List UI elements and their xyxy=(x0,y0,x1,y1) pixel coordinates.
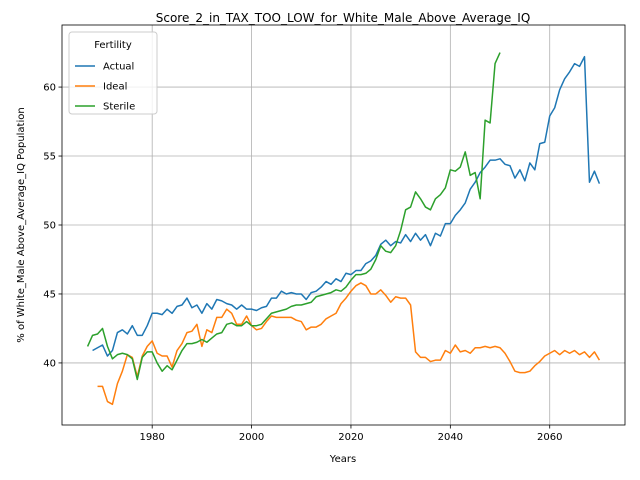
y-tick-label: 40 xyxy=(43,358,56,369)
x-tick-label: 2040 xyxy=(438,432,463,443)
x-axis-label: Years xyxy=(329,454,356,465)
x-tick-label: 2060 xyxy=(537,432,562,443)
chart-title: Score_2_in_TAX_TOO_LOW_for_White_Male_Ab… xyxy=(156,11,531,25)
data-line xyxy=(97,282,601,406)
y-tick-label: 50 xyxy=(43,221,56,232)
legend: Fertility Actual Ideal Sterile xyxy=(68,31,158,115)
y-tick-label: 45 xyxy=(43,289,56,300)
plot-frame xyxy=(61,24,626,426)
legend-title: Fertility xyxy=(94,40,132,51)
x-tick-label: 2000 xyxy=(239,432,264,443)
x-tick-label: 1980 xyxy=(139,432,164,443)
y-tick-label: 55 xyxy=(43,152,56,163)
y-axis-label: % of White_Male Above_Average_IQ Populat… xyxy=(16,107,27,342)
legend-box xyxy=(68,31,158,115)
legend-label: Ideal xyxy=(103,82,127,93)
data-line xyxy=(86,52,501,381)
data-line xyxy=(92,55,601,357)
x-tick-label: 2020 xyxy=(338,432,363,443)
legend-label: Sterile xyxy=(103,102,135,113)
y-tick-label: 60 xyxy=(43,83,56,94)
legend-label: Actual xyxy=(103,62,134,73)
